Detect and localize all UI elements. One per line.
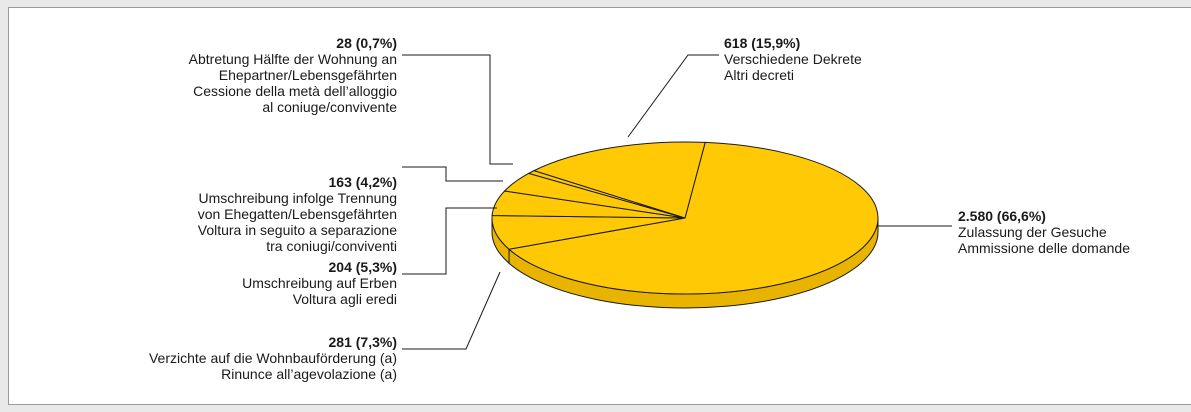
slice-label: 163 (4,2%) Umschreibung infolge Trennung v… — [198, 174, 397, 254]
pie-slices — [491, 141, 879, 295]
slice-label: 281 (7,3%) Verzichte auf die Wohnbauförde… — [149, 334, 397, 382]
leader-line — [402, 271, 501, 350]
slice-category-label: Verschiedene Dekrete — [724, 51, 862, 67]
slice-category-label: Ammissione delle domande — [958, 240, 1130, 256]
slice-category-label: Abtretung Hälfte der Wohnung an — [189, 51, 397, 67]
pie-slice — [507, 141, 879, 295]
slice-category-label: Umschreibung infolge Trennung — [199, 190, 397, 206]
slice-category-label: Voltura agli eredi — [293, 291, 397, 307]
slice-category-label: al coniuge/convivente — [262, 99, 397, 115]
pie-slice — [532, 141, 706, 219]
slice-value-label: 204 (5,3%) — [329, 259, 397, 275]
leader-line — [402, 166, 503, 182]
leader-line — [402, 54, 513, 165]
slice-category-label: Verzichte auf die Wohnbauförderung (a) — [149, 350, 397, 366]
slice-category-label: Altri decreti — [724, 67, 794, 83]
slice-label: 204 (5,3%) Umschreibung auf Erben Voltura … — [242, 259, 397, 307]
slice-category-label: Zulassung der Gesuche — [958, 224, 1107, 240]
slice-value-label: 163 (4,2%) — [329, 174, 397, 190]
slice-value-label: 28 (0,7%) — [336, 35, 397, 51]
slice-value-label: 281 (7,3%) — [329, 334, 397, 350]
leader-line — [627, 54, 719, 138]
slice-category-label: Rinunce all’agevolazione (a) — [221, 366, 397, 382]
slice-category-label: tra coniugi/conviventi — [266, 238, 397, 254]
slice-label: 2.580 (66,6%) Zulassung der Gesuche Ammiss… — [958, 208, 1130, 256]
slice-category-label: Ehepartner/Lebensgefährten — [219, 67, 397, 83]
slice-label: 618 (15,9%) Verschiedene Dekrete Altri dec… — [724, 35, 862, 83]
slice-category-label: Voltura in seguito a separazione — [198, 222, 397, 238]
leader-line — [402, 207, 497, 275]
slice-label: 28 (0,7%) Abtretung Hälfte der Wohnung an… — [189, 35, 398, 115]
slice-category-label: von Ehegatten/Lebensgefährten — [198, 206, 397, 222]
slice-value-label: 618 (15,9%) — [724, 35, 800, 51]
slice-category-label: Cessione della metà dell’alloggio — [193, 83, 397, 99]
slice-category-label: Umschreibung auf Erben — [242, 275, 397, 291]
slice-value-label: 2.580 (66,6%) — [958, 208, 1046, 224]
